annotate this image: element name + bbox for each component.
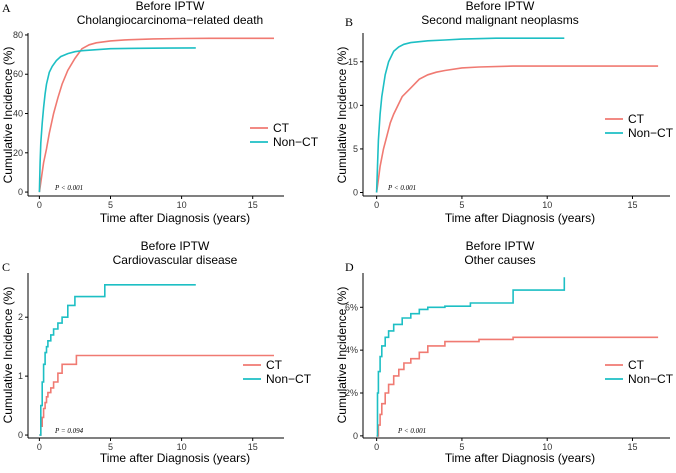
- panel-a-xtick-label: 10: [177, 200, 187, 210]
- panel-d-letter: D: [345, 260, 354, 274]
- panel-d-ylabel: Cumulative Incidence (%): [335, 287, 349, 424]
- panel-b-series-non-ct: [375, 37, 565, 193]
- panel-c-ylabel: Cumulative Incidence (%): [1, 287, 15, 424]
- panel-a-ytick-label: 40: [13, 109, 23, 119]
- panel-d-ytick-label: 2%: [345, 388, 358, 398]
- panel-b-title: Before IPTW: [466, 0, 535, 13]
- panel-d-xtick-label: 0: [374, 442, 379, 452]
- panel-d-ytick-label: 0: [353, 431, 358, 441]
- panel-d-pvalue: P < 0.001: [397, 427, 426, 435]
- panel-a-ytick-label: 20: [13, 148, 23, 158]
- panel-d-xtick-label: 10: [542, 442, 552, 452]
- panel-b-subtitle: Second malignant neoplasms: [421, 13, 578, 27]
- panel-a-pvalue: P < 0.001: [54, 184, 83, 192]
- panel-c-series-ct: [39, 354, 274, 436]
- panel-d-ytick-label: 4%: [345, 345, 358, 355]
- panel-c-xtick-label: 5: [108, 442, 113, 452]
- panel-c-legend-label-non-ct: Non−CT: [266, 372, 312, 386]
- panel-b-ylabel: Cumulative Incidence (%): [335, 47, 349, 184]
- panel-a-ytick-label: 60: [13, 69, 23, 79]
- panel-c-legend-label-ct: CT: [266, 358, 283, 372]
- panel-d-ytick-label: 6%: [345, 302, 358, 312]
- panel-c-xtick-label: 15: [248, 442, 258, 452]
- panel-a-xlabel: Time after Diagnosis (years): [100, 211, 250, 225]
- panel-b-xtick-label: 5: [459, 200, 464, 210]
- panel-d-xtick-label: 15: [627, 442, 637, 452]
- panel-c-ytick-label: 0: [18, 430, 23, 440]
- panel-c-ytick-label: 2: [18, 312, 23, 322]
- panel-d-legend-label-ct: CT: [628, 358, 645, 372]
- panel-a-ylabel: Cumulative Incidence (%): [1, 47, 15, 184]
- panel-b-ytick-label: 5: [353, 144, 358, 154]
- panel-b-series-ct: [375, 65, 659, 193]
- panel-c-letter: C: [2, 260, 10, 274]
- panel-b-xtick-label: 15: [627, 200, 637, 210]
- panel-b-ytick-label: 10: [348, 100, 358, 110]
- panel-a-letter: A: [2, 1, 11, 15]
- panel-d-series-ct: [376, 336, 659, 437]
- panel-a-legend-label-ct: CT: [273, 121, 290, 135]
- panel-c-series-non-ct: [39, 284, 196, 436]
- panel-b-ytick-label: 15: [348, 57, 358, 67]
- panel-a-xtick-label: 5: [108, 200, 113, 210]
- panel-d-title: Before IPTW: [466, 239, 535, 253]
- panel-a-xtick-label: 0: [37, 200, 42, 210]
- panel-b-legend-label-ct: CT: [628, 112, 645, 126]
- panel-a-legend-label-non-ct: Non−CT: [273, 135, 319, 149]
- panel-b-xlabel: Time after Diagnosis (years): [445, 211, 595, 225]
- panel-b-legend-label-non-ct: Non−CT: [628, 126, 674, 140]
- panel-a-series-non-ct: [38, 47, 196, 193]
- panel-a-subtitle: Cholangiocarcinoma−related death: [77, 13, 263, 27]
- panel-c-xtick-label: 10: [177, 442, 187, 452]
- panel-b-pvalue: P < 0.001: [387, 184, 416, 192]
- panel-c-pvalue: P = 0.094: [54, 427, 84, 435]
- panel-a-ytick-label: 0: [18, 187, 23, 197]
- panel-d-series-non-ct: [376, 277, 566, 437]
- panel-d-legend-label-non-ct: Non−CT: [628, 372, 674, 386]
- panel-d-subtitle: Other causes: [464, 253, 535, 267]
- panel-b-xtick-label: 10: [542, 200, 552, 210]
- panel-c-xlabel: Time after Diagnosis (years): [100, 451, 250, 465]
- panel-d-xtick-label: 5: [459, 442, 464, 452]
- panel-c-xtick-label: 0: [37, 442, 42, 452]
- panel-a-series-ct: [38, 37, 274, 193]
- panel-d-xlabel: Time after Diagnosis (years): [445, 451, 595, 465]
- panel-b-letter: B: [345, 15, 353, 29]
- panel-b-xtick-label: 0: [374, 200, 379, 210]
- panel-a-xtick-label: 15: [248, 200, 258, 210]
- panel-c-ytick-label: 1: [18, 371, 23, 381]
- panel-b-ytick-label: 0: [353, 188, 358, 198]
- panel-c-subtitle: Cardiovascular disease: [113, 253, 238, 267]
- panel-c-title: Before IPTW: [141, 239, 210, 253]
- panel-a-title: Before IPTW: [136, 0, 205, 13]
- panel-a-ytick-label: 80: [13, 30, 23, 40]
